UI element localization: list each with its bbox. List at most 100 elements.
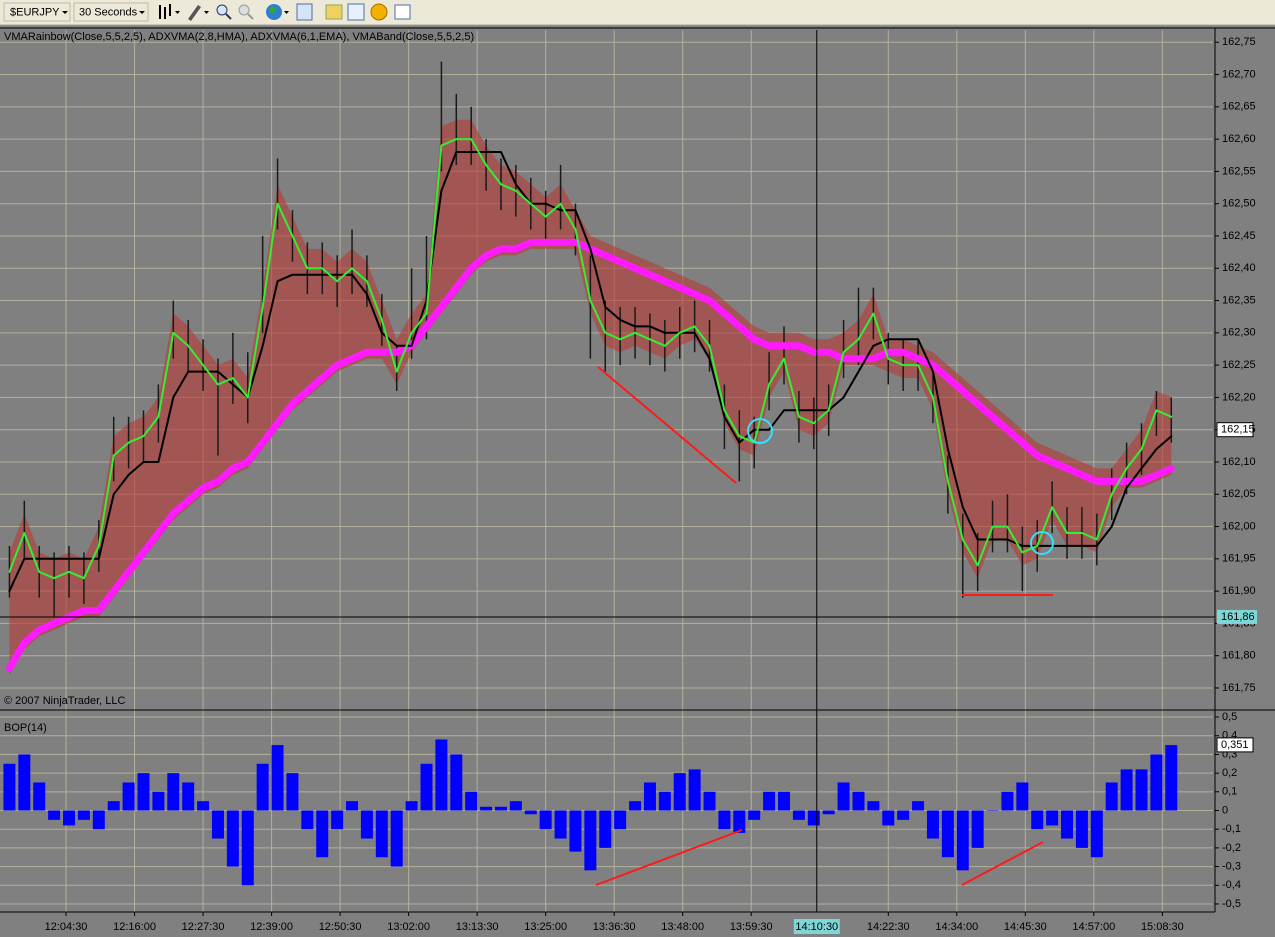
bop-bar	[63, 810, 76, 826]
bop-bar	[524, 810, 537, 815]
interval[interactable]: 30 Seconds	[79, 6, 138, 18]
bop-bar	[569, 810, 582, 852]
y-tick-label: -0,4	[1222, 879, 1241, 891]
x-tick-label: 13:59:30	[730, 921, 773, 933]
bop-bar	[852, 791, 865, 811]
bop-bar	[420, 763, 433, 811]
bop-bar	[778, 791, 791, 811]
bop-bar	[718, 810, 731, 830]
toolbar: $EURJPY 30 Seconds	[0, 0, 1275, 26]
bop-bar	[331, 810, 344, 830]
x-tick-label: 12:04:30	[45, 921, 88, 933]
y-tick-label: 0,2	[1222, 767, 1237, 779]
bop-bar	[763, 791, 776, 811]
bop-title: BOP(14)	[4, 722, 47, 734]
x-tick-label: 12:16:00	[113, 921, 156, 933]
analyzer-button[interactable]	[347, 3, 365, 21]
crosshair-y-box	[1217, 609, 1257, 624]
y-tick-label: 0,1	[1222, 786, 1237, 798]
symbol-dropdown[interactable]	[3, 2, 71, 22]
x-tick-label: 14:34:00	[935, 921, 978, 933]
bop-bar	[360, 810, 373, 839]
bop-bar	[733, 810, 746, 833]
y-tick-label: 161,90	[1222, 585, 1256, 597]
bop-bar	[1046, 810, 1059, 826]
properties-button[interactable]	[296, 3, 313, 21]
bop-bar	[316, 810, 329, 858]
y-tick-label: 162,45	[1222, 230, 1256, 242]
price-panel	[5, 61, 1175, 676]
bop-bar	[241, 810, 254, 886]
symbol[interactable]: $EURJPY	[10, 6, 60, 18]
bop-bar	[912, 801, 925, 811]
bop-bar	[137, 773, 150, 811]
zoom-out-button[interactable]	[238, 4, 254, 20]
bop-bar	[480, 806, 493, 811]
dropdown-arrow	[139, 11, 145, 14]
indicator-line	[8, 138, 1173, 580]
x-tick-label: 15:08:30	[1141, 921, 1184, 933]
draw-button[interactable]	[188, 5, 209, 21]
data-box-button[interactable]	[394, 4, 411, 20]
last-value-label: 0,351	[1221, 739, 1249, 751]
bop-bar	[986, 810, 999, 812]
x-tick-label: 12:27:30	[182, 921, 225, 933]
bop-bar	[614, 810, 627, 830]
last-value-label: 162,15	[1221, 424, 1255, 436]
bop-bar	[941, 810, 954, 858]
bop-bar	[629, 801, 642, 811]
bop-bar	[807, 810, 820, 826]
bop-bar	[748, 810, 761, 820]
frame	[0, 27, 1275, 913]
bop-bar	[18, 754, 31, 811]
bop-panel	[3, 739, 1178, 886]
bop-bar	[1031, 810, 1044, 830]
bop-bar	[643, 782, 656, 811]
globe-button[interactable]	[266, 4, 289, 20]
crosshair-y-label: 161,86	[1221, 611, 1255, 623]
y-tick-label: -0,2	[1222, 842, 1241, 854]
x-tick-label: 14:57:00	[1072, 921, 1115, 933]
strategy-button[interactable]	[325, 4, 343, 20]
y-tick-label: 0	[1222, 804, 1228, 816]
bar-type-button[interactable]	[159, 4, 180, 19]
drawings	[595, 366, 1054, 886]
bop-bar	[167, 773, 180, 811]
bop-bar	[197, 801, 210, 811]
bop-bar	[1105, 782, 1118, 811]
bop-bar	[77, 810, 90, 820]
y-tick-label: 162,50	[1222, 198, 1256, 210]
trend-line	[597, 366, 737, 484]
y-tick-label: 162,00	[1222, 520, 1256, 532]
crosshair-x-box	[793, 919, 840, 934]
bop-bar	[792, 810, 805, 820]
bop-bar	[390, 810, 403, 867]
trend-line	[595, 829, 743, 886]
bop-bar	[599, 810, 612, 848]
zoom-in-button[interactable]	[216, 4, 232, 20]
bop-bar	[122, 782, 135, 811]
bop-bar	[1165, 745, 1178, 811]
bop-bar	[1001, 791, 1014, 811]
bop-bar	[375, 810, 388, 858]
bop-bar	[152, 791, 165, 811]
bop-bar	[882, 810, 895, 826]
bop-bar	[1135, 769, 1148, 811]
toolbar-bg	[0, 0, 1275, 25]
marker-circle	[1030, 531, 1054, 555]
bop-bar	[450, 754, 463, 811]
y-tick-label: -0,1	[1222, 823, 1241, 835]
copyright: © 2007 NinjaTrader, LLC	[4, 695, 125, 707]
y-tick-label: 162,75	[1222, 36, 1256, 48]
interval-dropdown[interactable]	[73, 2, 149, 22]
money-button[interactable]	[370, 3, 388, 21]
bop-bar	[211, 810, 224, 839]
y-tick-label: 162,30	[1222, 327, 1256, 339]
y-tick-label: 162,05	[1222, 488, 1256, 500]
y-tick-label: 162,55	[1222, 165, 1256, 177]
trend-line	[961, 841, 1044, 886]
bop-bar	[271, 745, 284, 811]
bop-bar	[256, 763, 269, 811]
bop-bar	[956, 810, 969, 871]
